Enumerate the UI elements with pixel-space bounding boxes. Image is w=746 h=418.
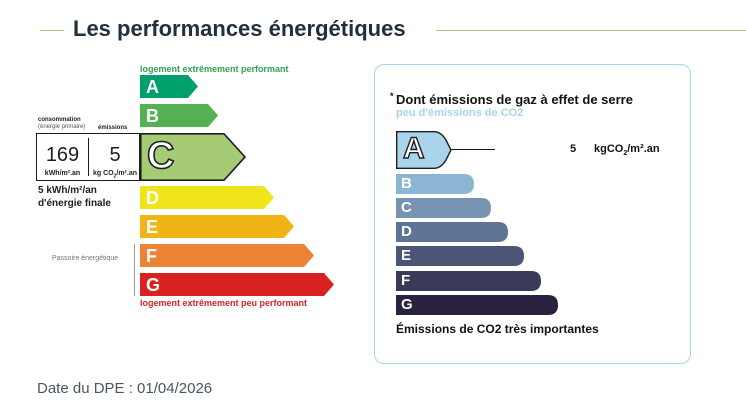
ges-class-c-letter: C <box>401 199 412 216</box>
consommation-header: consommation <box>38 117 81 123</box>
energy-class-e: E <box>140 215 294 238</box>
energy-bottom-label: logement extrêmement peu performant <box>140 298 308 308</box>
dpe-date: Date du DPE : 01/04/2026 <box>37 380 213 397</box>
ges-class-d-letter: D <box>401 223 412 240</box>
emissions-value: 5 <box>109 144 121 166</box>
page-title: Les performances énergétiques <box>73 16 406 41</box>
ges-class-b-letter: B <box>401 175 412 192</box>
ges-class-a-letter: A <box>402 131 425 165</box>
energy-class-d: D <box>140 186 274 209</box>
energy-class-e-letter: E <box>146 217 159 237</box>
ges-footnote-star: * <box>390 91 394 101</box>
ges-pointer-line <box>450 149 495 150</box>
consommation-subheader: (énergie primaire) <box>38 124 86 130</box>
emissions-unit: kg CO2/m².an <box>92 170 138 180</box>
ges-class-f-letter: F <box>401 272 411 289</box>
energy-class-f: F <box>140 244 314 267</box>
energy-class-b: B <box>140 104 218 127</box>
ges-class-c: C <box>396 198 491 218</box>
consommation-value: 169 <box>45 144 80 166</box>
energy-class-g-letter: G <box>146 275 161 295</box>
emissions-header: émissions <box>98 125 128 131</box>
ges-class-g-letter: G <box>401 296 413 313</box>
energy-value-box: 169 5 kWh/m².an kg CO2/m².an <box>36 133 140 181</box>
ges-bottom-label: Émissions de CO2 très importantes <box>396 322 599 336</box>
ges-class-e: E <box>396 246 524 266</box>
ges-unit: kgCO2/m².an <box>594 143 660 158</box>
ges-class-g: G <box>396 295 558 315</box>
energy-class-g: G <box>140 273 334 296</box>
ges-class-e-letter: E <box>401 247 412 264</box>
final-energy-value: 5 kWh/m²/an <box>38 185 97 196</box>
ges-title: Dont émissions de gaz à effet de serre <box>396 92 633 107</box>
title-rule-left <box>40 30 64 31</box>
section-header: Les performances énergétiques <box>0 14 746 46</box>
ges-top-label: peu d'émissions de CO2 <box>396 107 524 119</box>
energy-class-b-letter: B <box>146 106 159 126</box>
energy-top-label: logement extrêmement performant <box>140 64 289 74</box>
energy-class-a: A <box>140 75 198 98</box>
ges-class-d: D <box>396 222 508 242</box>
energy-class-d-letter: D <box>146 188 159 208</box>
energy-class-f-letter: F <box>146 246 157 266</box>
energy-class-c-letter: C <box>146 134 175 178</box>
consommation-unit: kWh/m².an <box>44 170 81 177</box>
passoire-bracket <box>134 244 135 296</box>
ges-class-f: F <box>396 271 541 291</box>
energy-class-c-current: C <box>140 133 246 181</box>
passoire-label: Passoire énergétique <box>52 255 119 262</box>
ges-class-a-current: A <box>396 131 452 169</box>
final-energy-label: d'énergie finale <box>38 198 111 209</box>
energy-class-a-letter: A <box>146 77 159 97</box>
title-rule-right <box>436 30 746 31</box>
value-divider <box>88 138 89 176</box>
ges-class-b: B <box>396 174 474 194</box>
ges-value: 5 <box>570 143 577 155</box>
